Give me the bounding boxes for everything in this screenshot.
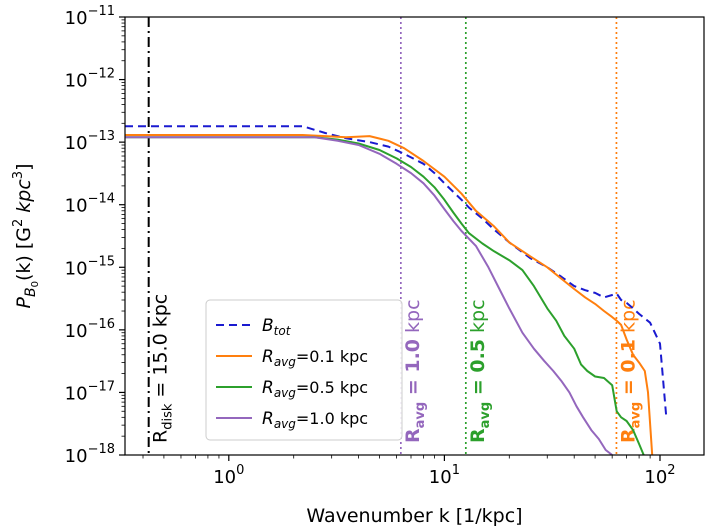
vline-label-r: R [402, 428, 424, 443]
y-tick-label: 10−17 [65, 379, 115, 404]
y-axis-label: PB0(k) [G2 kpc3] [11, 163, 41, 308]
y-tick-label: 10−16 [65, 317, 115, 342]
vline-label-0: Rdisk = 15.0 kpc [150, 294, 176, 443]
y-tick-label: 10−11 [65, 4, 115, 29]
y-tick-label: 10−18 [65, 442, 115, 467]
legend-box [205, 299, 403, 441]
legend-entry-3: Ravg=1.0 kpc [262, 409, 368, 431]
axes-frame [124, 16, 705, 456]
y-tick-label: 10−12 [65, 67, 115, 92]
legend-entry-0: Btot [262, 316, 292, 338]
y-tick-label: 10−15 [65, 254, 115, 279]
y-tick-label: 10−14 [65, 192, 115, 217]
vline-label-sub: disk [161, 403, 176, 430]
y-tick-label: 10−13 [65, 129, 115, 154]
vline-label-value: = 1.0 [402, 339, 424, 402]
legend: Btot Ravg=0.1 kpc Ravg=0.5 kpc Ravg=1.0 kpc [205, 299, 403, 441]
vline-label-r: R [150, 430, 172, 443]
legend-entry-2: Ravg=0.5 kpc [262, 378, 368, 400]
series-line-1 [125, 134, 654, 455]
vline-label-unit: kpc [467, 299, 489, 339]
vline-label-r: R [467, 428, 489, 443]
vline-label-value: = 0.5 [467, 339, 489, 402]
x-tick-label: 101 [429, 463, 460, 488]
vline-label-sub: avg [478, 402, 493, 429]
vline-label-2: Ravg = 0.5 kpc [467, 299, 493, 443]
axes: 10−18 10−17 10−16 10−15 10−14 10−13 10−12 10−11… [65, 4, 705, 488]
vline-label-value: = 0.1 [617, 339, 639, 402]
series-lines [125, 125, 668, 455]
vline-label-1: Ravg = 1.0 kpc [402, 299, 428, 443]
vline-label-sub: avg [628, 402, 643, 429]
vline-label-value: = 15.0 kpc [150, 294, 172, 404]
vline-label-unit: kpc [402, 299, 424, 339]
axis-labels: Wavenumber k [1/kpc] PB0(k) [G2 kpc3] [11, 163, 523, 527]
legend-entry-1: Ravg=0.1 kpc [262, 347, 368, 369]
vline-label-sub: avg [413, 402, 428, 429]
x-tick-label: 100 [213, 463, 244, 488]
series-line-3 [125, 136, 613, 455]
x-axis-label: Wavenumber k [1/kpc] [306, 505, 522, 527]
x-tick-label: 102 [644, 463, 675, 488]
series-line-2 [125, 136, 645, 455]
